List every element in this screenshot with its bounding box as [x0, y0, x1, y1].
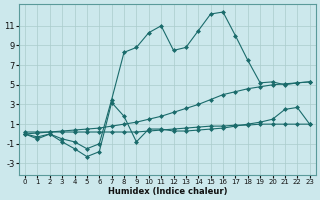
X-axis label: Humidex (Indice chaleur): Humidex (Indice chaleur): [108, 187, 227, 196]
